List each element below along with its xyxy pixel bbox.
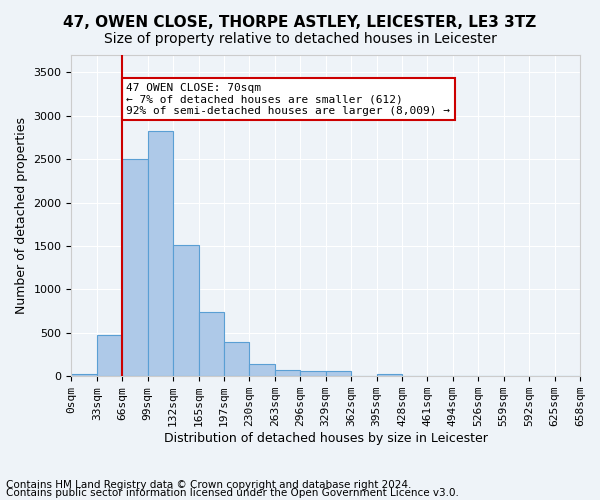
Text: 47, OWEN CLOSE, THORPE ASTLEY, LEICESTER, LE3 3TZ: 47, OWEN CLOSE, THORPE ASTLEY, LEICESTER… <box>64 15 536 30</box>
Text: Size of property relative to detached houses in Leicester: Size of property relative to detached ho… <box>104 32 496 46</box>
Bar <box>71 374 97 376</box>
Bar <box>250 364 275 376</box>
Bar <box>300 372 326 376</box>
Bar <box>224 342 250 376</box>
Text: Contains HM Land Registry data © Crown copyright and database right 2024.: Contains HM Land Registry data © Crown c… <box>6 480 412 490</box>
Bar <box>326 372 351 376</box>
Bar <box>148 132 173 376</box>
Bar <box>199 312 224 376</box>
Bar <box>275 370 300 376</box>
Text: 47 OWEN CLOSE: 70sqm
← 7% of detached houses are smaller (612)
92% of semi-detac: 47 OWEN CLOSE: 70sqm ← 7% of detached ho… <box>126 83 450 116</box>
Bar <box>173 245 199 376</box>
Bar <box>122 159 148 376</box>
Y-axis label: Number of detached properties: Number of detached properties <box>15 117 28 314</box>
Text: Contains public sector information licensed under the Open Government Licence v3: Contains public sector information licen… <box>6 488 459 498</box>
Bar <box>377 374 402 376</box>
X-axis label: Distribution of detached houses by size in Leicester: Distribution of detached houses by size … <box>164 432 488 445</box>
Bar <box>97 334 122 376</box>
